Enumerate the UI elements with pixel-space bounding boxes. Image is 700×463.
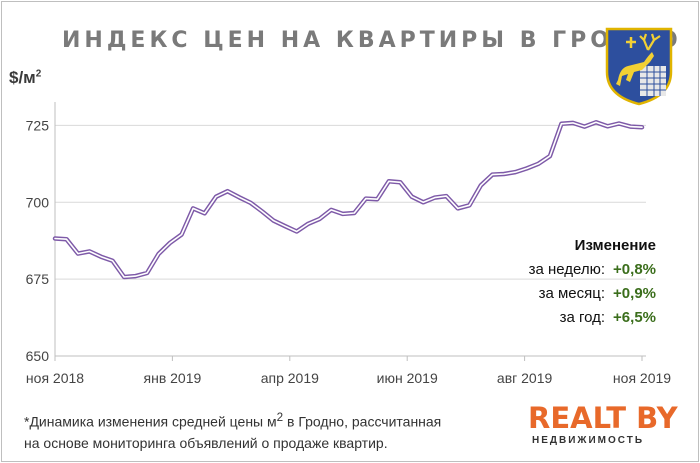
- x-tick-label: янв 2019: [144, 370, 202, 386]
- grid-lines: [55, 124, 646, 280]
- change-row-month: за месяц: +0,9%: [529, 282, 656, 306]
- x-tick-label: ноя 2018: [26, 370, 84, 386]
- tick-labels: 650 675 700 725 ноя 2018 янв 2019 апр 2019 июн …: [26, 117, 672, 386]
- logo-tagline: НЕДВИЖИМОСТЬ: [532, 435, 645, 446]
- footnote-sup: 2: [276, 411, 284, 424]
- logo-wordmark: REALT BY: [528, 401, 678, 435]
- footnote-text-b: в Гродно, рассчитанная: [283, 413, 442, 430]
- unit-base: $/м: [9, 68, 36, 87]
- y-tick-label: 675: [26, 271, 50, 287]
- axes: [54, 102, 646, 361]
- change-row-year: за год: +6,5%: [529, 306, 656, 330]
- change-label: за неделю:: [528, 261, 606, 278]
- change-value: +0,9%: [613, 285, 656, 302]
- chart-title: ИНДЕКС ЦЕН НА КВАРТИРЫ В ГРОДНО: [62, 28, 682, 53]
- change-row-week: за неделю: +0,8%: [529, 258, 656, 282]
- footnote-line-1: *Динамика изменения средней цены м2 в Гр…: [24, 407, 524, 433]
- x-tick-label: авг 2019: [497, 370, 553, 386]
- y-axis-unit: $/м2: [9, 68, 41, 88]
- change-value: +0,8%: [613, 261, 656, 278]
- y-tick-label: 700: [26, 194, 50, 210]
- series-layer: [52, 120, 645, 280]
- change-heading: Изменение: [574, 237, 656, 254]
- change-label: за год:: [559, 309, 606, 326]
- x-tick-label: апр 2019: [261, 370, 319, 386]
- change-label: за месяц:: [538, 285, 606, 302]
- series-line-inner: [54, 121, 643, 278]
- x-tick-label: июн 2019: [377, 370, 438, 386]
- change-summary: Изменение за неделю: +0,8% за месяц: +0,9%…: [529, 234, 656, 330]
- change-value: +6,5%: [613, 309, 656, 326]
- unit-superscript: 2: [35, 68, 42, 80]
- footnote-line-2: на основе мониторинга объявлений о прода…: [24, 434, 388, 451]
- footnote-text-a: *Динамика изменения средней цены м: [24, 413, 277, 430]
- x-tick-label: ноя 2019: [613, 370, 671, 386]
- y-tick-label: 725: [26, 117, 50, 133]
- footnote: *Динамика изменения средней цены м2 в Гр…: [24, 407, 524, 454]
- realt-logo[interactable]: REALT BY НЕДВИЖИМОСТЬ: [528, 402, 678, 448]
- grodno-coat-of-arms-icon: [605, 27, 673, 106]
- y-tick-label: 650: [26, 348, 50, 364]
